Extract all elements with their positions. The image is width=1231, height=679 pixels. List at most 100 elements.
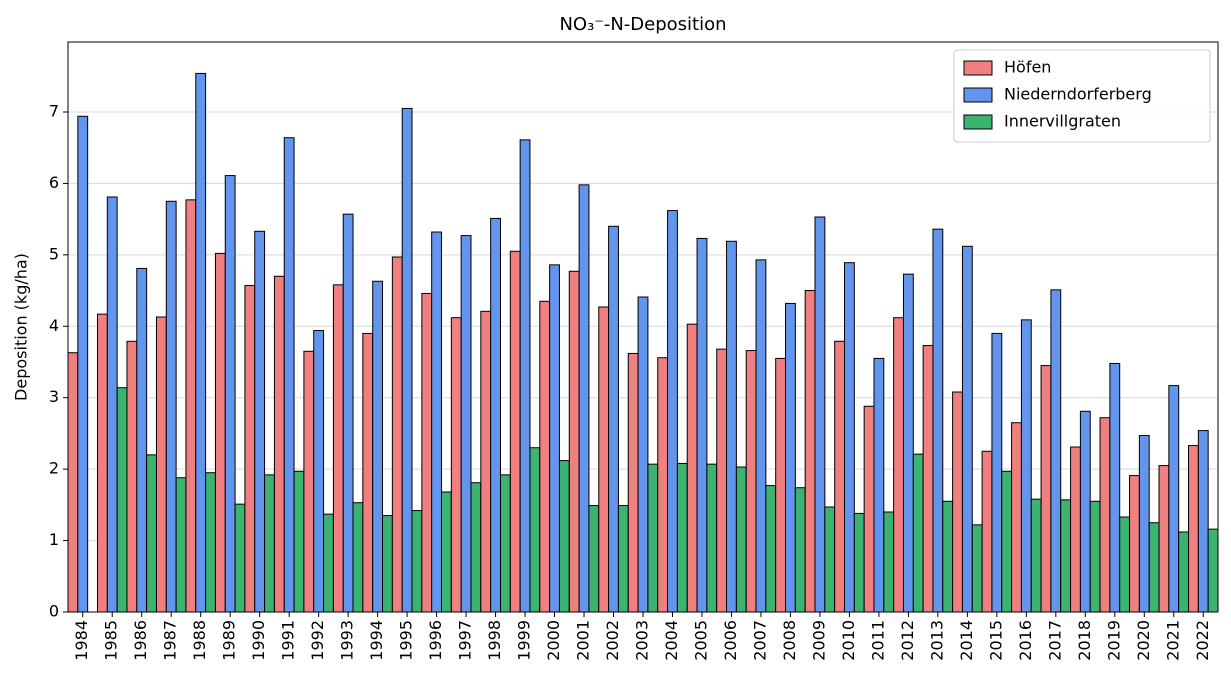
bar bbox=[893, 317, 904, 613]
bar bbox=[1011, 422, 1022, 613]
x-tick-label: 2011 bbox=[868, 620, 887, 661]
bar bbox=[814, 216, 826, 613]
bar bbox=[667, 210, 678, 613]
legend-swatch bbox=[963, 114, 993, 130]
y-tick-label: 3 bbox=[49, 387, 59, 406]
bar bbox=[686, 323, 698, 613]
bar bbox=[155, 316, 167, 613]
bar bbox=[1060, 499, 1072, 613]
bar bbox=[794, 487, 806, 613]
bar bbox=[1207, 528, 1219, 613]
bar bbox=[853, 512, 865, 613]
bar bbox=[922, 345, 934, 613]
bar bbox=[843, 262, 855, 613]
x-tick-label: 2009 bbox=[809, 620, 828, 661]
bar bbox=[755, 259, 767, 613]
bar bbox=[1079, 410, 1091, 613]
bar bbox=[362, 332, 374, 613]
y-tick-label: 5 bbox=[49, 244, 59, 263]
bar bbox=[490, 217, 501, 613]
bar bbox=[745, 350, 757, 613]
x-tick-label: 2016 bbox=[1016, 620, 1035, 661]
bar bbox=[264, 474, 275, 613]
bar bbox=[558, 460, 570, 613]
bar bbox=[244, 285, 256, 613]
x-tick-label: 2005 bbox=[691, 620, 710, 661]
x-tick-label: 1984 bbox=[72, 620, 91, 661]
plot-frame bbox=[67, 41, 1219, 613]
x-tick-label: 1992 bbox=[308, 620, 327, 661]
bar bbox=[529, 447, 541, 613]
legend-label: Innervillgraten bbox=[1004, 112, 1121, 131]
x-tick-label: 1991 bbox=[279, 620, 298, 661]
bar bbox=[1099, 417, 1111, 613]
x-tick-label: 2014 bbox=[957, 620, 976, 661]
bar bbox=[676, 462, 688, 613]
x-tick-label: 2019 bbox=[1104, 620, 1123, 661]
bar bbox=[785, 302, 796, 613]
x-tick-label: 2002 bbox=[603, 620, 622, 661]
bar bbox=[116, 387, 128, 613]
bar bbox=[165, 200, 177, 613]
x-tick-label: 1986 bbox=[131, 620, 150, 661]
y-axis-label: Deposition (kg/ha) bbox=[12, 253, 31, 401]
bar bbox=[175, 477, 187, 613]
x-tick-label: 1990 bbox=[249, 620, 268, 661]
bar bbox=[598, 306, 610, 613]
bar bbox=[961, 245, 973, 613]
bar bbox=[726, 240, 737, 613]
x-tick-label: 2003 bbox=[633, 620, 652, 661]
bar bbox=[775, 357, 787, 613]
bar bbox=[470, 482, 482, 613]
bar bbox=[1109, 362, 1121, 613]
bar bbox=[1188, 445, 1199, 613]
x-tick-label: 2021 bbox=[1163, 620, 1182, 661]
bar bbox=[391, 256, 403, 613]
bar bbox=[509, 250, 521, 613]
bar bbox=[696, 237, 708, 613]
bar bbox=[332, 284, 344, 613]
x-tick-label: 2020 bbox=[1134, 620, 1153, 661]
bar bbox=[971, 524, 983, 613]
bar bbox=[136, 267, 148, 613]
x-tick-label: 2006 bbox=[721, 620, 740, 661]
bar bbox=[273, 275, 285, 613]
bar bbox=[214, 252, 226, 613]
bar bbox=[902, 273, 914, 613]
x-tick-label: 2007 bbox=[750, 620, 769, 661]
bar bbox=[952, 391, 963, 613]
bar bbox=[382, 515, 393, 613]
y-tick-label: 1 bbox=[49, 530, 59, 549]
bar bbox=[1089, 500, 1101, 613]
legend: Höfen Niederndorferberg Innervillgraten bbox=[953, 49, 1211, 143]
x-tick-label: 2010 bbox=[839, 620, 858, 661]
x-tick-label: 1998 bbox=[485, 620, 504, 661]
x-tick-label: 1989 bbox=[220, 620, 239, 661]
x-tick-label: 2008 bbox=[780, 620, 799, 661]
bar bbox=[205, 472, 216, 613]
bar bbox=[1020, 319, 1032, 613]
x-tick-label: 2017 bbox=[1045, 620, 1064, 661]
y-tick-label: 0 bbox=[49, 602, 59, 621]
bar bbox=[96, 313, 108, 613]
x-tick-label: 2018 bbox=[1075, 620, 1094, 661]
x-tick-label: 1987 bbox=[161, 620, 180, 661]
bar bbox=[185, 199, 197, 613]
x-tick-label: 2013 bbox=[927, 620, 946, 661]
bar bbox=[1197, 430, 1209, 613]
bar bbox=[617, 505, 629, 613]
x-tick-label: 1993 bbox=[338, 620, 357, 661]
bar bbox=[1148, 522, 1160, 613]
bar bbox=[441, 491, 452, 613]
x-tick-label: 1995 bbox=[397, 620, 416, 661]
bar bbox=[421, 292, 433, 613]
x-tick-label: 2022 bbox=[1193, 620, 1212, 661]
bar bbox=[372, 280, 384, 613]
bar bbox=[883, 511, 895, 613]
y-tick-label: 4 bbox=[49, 316, 59, 335]
legend-swatch bbox=[963, 60, 993, 76]
legend-swatch bbox=[963, 87, 993, 103]
legend-box bbox=[953, 49, 1211, 143]
bar bbox=[323, 513, 334, 613]
bar bbox=[834, 340, 845, 613]
